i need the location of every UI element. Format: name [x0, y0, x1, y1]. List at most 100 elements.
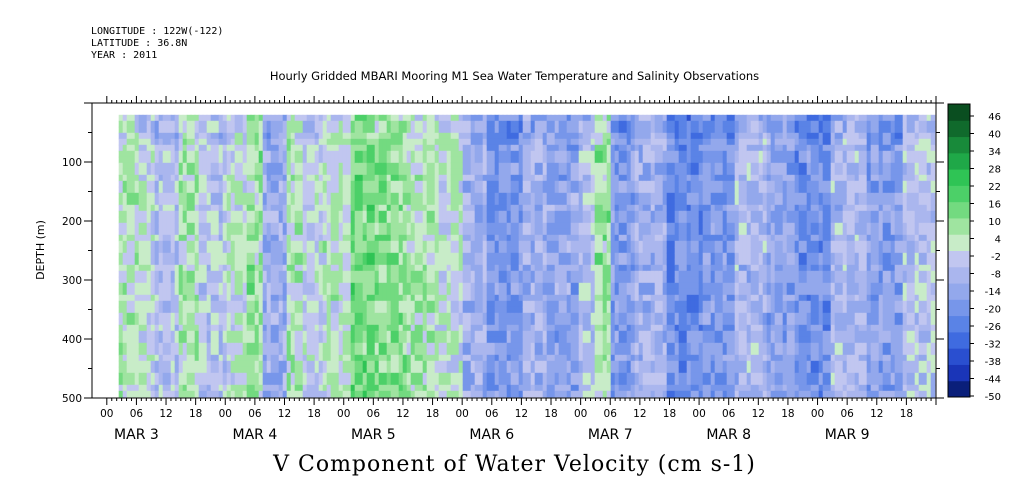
heatmap-cell: [390, 186, 396, 194]
heatmap-cell: [366, 324, 372, 332]
heatmap-cell: [278, 174, 284, 182]
heatmap-cell: [538, 270, 544, 278]
heatmap-cell: [174, 210, 180, 218]
heatmap-cell: [138, 150, 144, 158]
heatmap-cell: [246, 270, 252, 278]
heatmap-cell: [130, 348, 136, 356]
heatmap-cell: [350, 186, 356, 194]
heatmap-cell: [494, 270, 500, 278]
heatmap-cell: [370, 162, 376, 170]
heatmap-cell: [398, 318, 404, 326]
heatmap-cell: [186, 246, 192, 254]
heatmap-cell: [542, 114, 548, 122]
heatmap-cell: [446, 354, 452, 362]
heatmap-cell: [118, 372, 124, 380]
heatmap-cell: [306, 372, 312, 380]
heatmap-cell: [186, 132, 192, 140]
heatmap-cell: [298, 390, 304, 398]
heatmap-cell: [450, 288, 456, 296]
heatmap-cell: [490, 312, 496, 320]
heatmap-cell: [322, 318, 328, 326]
heatmap-cell: [498, 354, 504, 362]
heatmap-cell: [422, 186, 428, 194]
heatmap-cell: [454, 198, 460, 206]
heatmap-cell: [126, 288, 132, 296]
heatmap-cell: [322, 288, 328, 296]
heatmap-cell: [438, 150, 444, 158]
heatmap-cell: [478, 354, 484, 362]
heatmap-cell: [302, 252, 308, 260]
heatmap-cell: [398, 360, 404, 368]
heatmap-cell: [298, 222, 304, 230]
heatmap-cell: [470, 216, 476, 224]
heatmap-cell: [134, 282, 140, 290]
heatmap-cell: [178, 288, 184, 296]
heatmap-cell: [122, 378, 128, 386]
heatmap-cell: [142, 366, 148, 374]
heatmap-cell: [294, 240, 300, 248]
heatmap-cell: [470, 312, 476, 320]
heatmap-cell: [526, 168, 532, 176]
heatmap-cell: [498, 210, 504, 218]
heatmap-cell: [382, 366, 388, 374]
heatmap-cell: [174, 354, 180, 362]
heatmap-cell: [306, 276, 312, 284]
heatmap-cell: [458, 156, 464, 164]
heatmap-cell: [494, 324, 500, 332]
heatmap-cell: [330, 360, 336, 368]
heatmap-cell: [230, 240, 236, 248]
heatmap-cell: [210, 186, 216, 194]
heatmap-cell: [334, 180, 340, 188]
heatmap-cell: [290, 132, 296, 140]
heatmap-cell: [394, 288, 400, 296]
heatmap-cell: [374, 126, 380, 134]
heatmap-cell: [238, 300, 244, 308]
heatmap-cell: [502, 234, 508, 242]
heatmap-cell: [358, 300, 364, 308]
heatmap-cell: [538, 354, 544, 362]
heatmap-cell: [118, 180, 124, 188]
heatmap-cell: [486, 228, 492, 236]
heatmap-cell: [246, 174, 252, 182]
heatmap-cell: [354, 144, 360, 152]
heatmap-cell: [398, 222, 404, 230]
heatmap-cell: [226, 192, 232, 200]
heatmap-cell: [422, 366, 428, 374]
heatmap-cell: [122, 336, 128, 344]
heatmap-cell: [454, 138, 460, 146]
heatmap-cell: [318, 138, 324, 146]
heatmap-cell: [318, 348, 324, 356]
heatmap-cell: [530, 138, 536, 146]
heatmap-cell: [510, 156, 516, 164]
heatmap-cell: [118, 354, 124, 362]
heatmap-cell: [154, 336, 160, 344]
heatmap-cell: [358, 354, 364, 362]
heatmap-cell: [138, 246, 144, 254]
heatmap-cell: [118, 348, 124, 356]
heatmap-cell: [234, 276, 240, 284]
heatmap-cell: [274, 210, 280, 218]
heatmap-cell: [450, 336, 456, 344]
heatmap-cell: [502, 162, 508, 170]
heatmap-cell: [186, 258, 192, 266]
heatmap-cell: [230, 204, 236, 212]
heatmap-cell: [174, 144, 180, 152]
heatmap-cell: [210, 216, 216, 224]
heatmap-cell: [350, 192, 356, 200]
heatmap-cell: [242, 186, 248, 194]
heatmap-cell: [294, 168, 300, 176]
heatmap-cell: [238, 132, 244, 140]
heatmap-cell: [310, 144, 316, 152]
heatmap-cell: [350, 294, 356, 302]
heatmap-cell: [214, 330, 220, 338]
heatmap-cell: [518, 372, 524, 380]
heatmap-cell: [394, 330, 400, 338]
heatmap-cell: [266, 156, 272, 164]
heatmap-cell: [334, 354, 340, 362]
heatmap-cell: [522, 198, 528, 206]
heatmap-cell: [462, 378, 468, 386]
heatmap-cell: [338, 228, 344, 236]
heatmap-cell: [178, 138, 184, 146]
heatmap-cell: [206, 204, 212, 212]
heatmap-cell: [182, 174, 188, 182]
